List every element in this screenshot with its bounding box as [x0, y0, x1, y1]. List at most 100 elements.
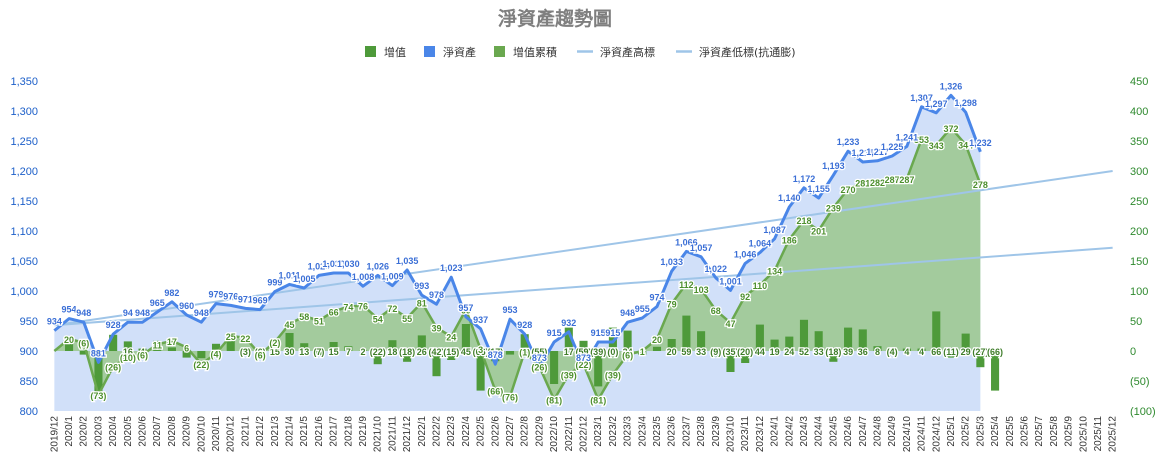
- cumulative-label: 55: [402, 314, 412, 324]
- net-asset-label: 1,022: [705, 264, 728, 274]
- increment-label: 20: [667, 347, 677, 357]
- increment-label: (11): [943, 347, 959, 357]
- net-asset-label: 982: [164, 288, 179, 298]
- cumulative-label: (76): [502, 393, 518, 403]
- net-asset-label: 1,033: [660, 257, 683, 267]
- left-tick-label: 1,350: [10, 76, 38, 88]
- increment-label: 4: [140, 347, 145, 357]
- net-asset-line: [53, 93, 982, 369]
- increment-label: 15: [329, 347, 339, 357]
- increment-bar: [829, 351, 838, 362]
- net-asset-label: 915: [547, 328, 562, 338]
- net-asset-label: 1,155: [807, 184, 830, 194]
- left-tick-label: 1,300: [10, 106, 38, 118]
- x-tick-label: 2024/4: [814, 416, 825, 447]
- x-tick-label: 2024/10: [902, 416, 913, 453]
- x-tick-label: 2025/9: [1064, 416, 1075, 447]
- cumulative-label: 281: [855, 178, 870, 188]
- cumulative-label: 278: [973, 180, 988, 190]
- net-asset-label: 993: [414, 281, 429, 291]
- net-asset-label: 94: [123, 308, 133, 318]
- left-tick-label: 900: [20, 346, 38, 358]
- increment-label: (4): [887, 347, 898, 357]
- left-tick-label: 1,200: [10, 166, 38, 178]
- series-lines: [53, 93, 982, 401]
- trend-lines: [54, 170, 1113, 327]
- x-tick-label: 2024/8: [872, 416, 883, 447]
- cumulative-label: 51: [314, 316, 324, 326]
- x-tick-label: 2020/3: [93, 416, 104, 447]
- increment-bar: [344, 346, 353, 351]
- cumulative-label: (81): [546, 396, 562, 406]
- increment-bar: [888, 351, 897, 354]
- increment-bar: [388, 340, 397, 351]
- net-asset-label: 965: [150, 298, 165, 308]
- cumulative-label: 17: [167, 337, 177, 347]
- cumulative-label: 92: [740, 292, 750, 302]
- increment-bar: [946, 351, 956, 358]
- increment-label: 34: [623, 347, 633, 357]
- net-asset-label: 948: [76, 308, 91, 318]
- cumulative-label: 239: [826, 204, 841, 214]
- right-tick-label: 0: [1130, 346, 1136, 358]
- cumulative-label: 45: [285, 320, 295, 330]
- net-asset-label: 1,217: [866, 147, 889, 157]
- increment-bar: [741, 351, 750, 363]
- increment-bar: [226, 333, 235, 351]
- increment-bar: [520, 334, 529, 351]
- increment-label: (35): [722, 347, 738, 357]
- x-tick-label: 2024/11: [917, 416, 928, 452]
- x-tick-label: 2023/12: [755, 416, 766, 453]
- x-tick-label: 2020/11: [211, 416, 222, 452]
- increment-label: 19: [770, 347, 780, 357]
- increment-label: (27): [972, 347, 988, 357]
- cumulative-label: 287: [899, 175, 914, 185]
- net-asset-label: 937: [473, 315, 488, 325]
- x-tick-label: 2023/10: [725, 416, 736, 453]
- increment-bar: [109, 334, 118, 351]
- left-tick-label: 850: [20, 376, 38, 388]
- legend-label-increment: 增值: [384, 45, 406, 59]
- cumulative-label: 372: [943, 124, 958, 134]
- x-tick-label: 2024/1: [770, 416, 781, 447]
- increment-bar: [197, 351, 206, 359]
- increment-label: 17: [564, 347, 574, 357]
- legend-label-cumulative: 增值累積: [513, 45, 557, 59]
- increment-bar: [873, 346, 882, 351]
- increment-bar: [917, 348, 926, 351]
- x-tick-label: 2021/1: [240, 416, 251, 447]
- increment-label: 18: [387, 347, 397, 357]
- cumulative-label: 58: [299, 312, 309, 322]
- increment-label: (20): [737, 347, 753, 357]
- net-asset-label: 1,008: [352, 272, 375, 282]
- increment-bar: [697, 331, 706, 351]
- increment-label: (6): [255, 347, 266, 357]
- cumulative-label: (6): [255, 351, 266, 361]
- increment-bar: [461, 324, 470, 351]
- net-asset-label: 1,215: [852, 148, 875, 158]
- increment-label: (9): [710, 347, 721, 357]
- x-tick-label: 2023/2: [608, 416, 619, 447]
- increment-label: (0): [607, 347, 618, 357]
- x-tick-label: 2023/7: [681, 416, 692, 447]
- net-asset-label: 873: [576, 353, 591, 363]
- increment-label: 59: [681, 347, 691, 357]
- increment-bar: [799, 319, 809, 351]
- increment-bar: [991, 351, 1000, 391]
- increment-bar: [329, 342, 338, 351]
- right-tick-label: (50): [1130, 376, 1150, 388]
- increment-label: 8: [875, 347, 880, 357]
- net-asset-label: 948: [194, 308, 209, 318]
- increment-bar: [285, 333, 294, 351]
- x-tick-label: 2019/12: [49, 416, 60, 453]
- net-asset-label: 878: [488, 350, 503, 360]
- increment-label: 13: [299, 347, 309, 357]
- x-tick-label: 2025/4: [990, 416, 1001, 447]
- net-asset-label: 932: [561, 318, 576, 328]
- increment-bar: [564, 327, 573, 351]
- x-tick-label: 2023/1: [593, 416, 604, 447]
- increment-bar: [432, 351, 441, 377]
- net-asset-label: 1,232: [969, 138, 992, 148]
- x-tick-label: 2022/9: [534, 416, 545, 447]
- increment-bar: [358, 349, 368, 351]
